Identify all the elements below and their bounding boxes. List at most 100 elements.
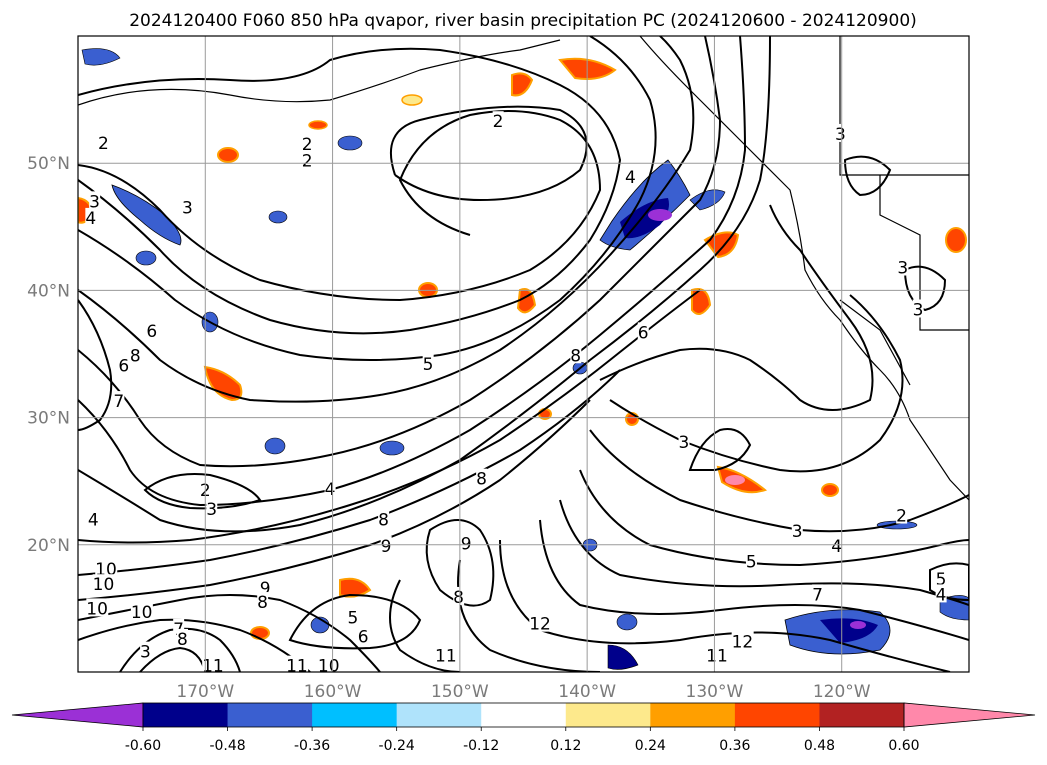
contour-label: 3 xyxy=(140,643,151,663)
contour-label-bg xyxy=(146,321,158,340)
colorbar-tick-label: -0.60 xyxy=(125,738,161,754)
contour-label: 8 xyxy=(257,593,268,613)
map-background xyxy=(78,36,969,672)
contour-label: 4 xyxy=(625,168,636,188)
contour-label: 11 xyxy=(286,657,308,677)
coastlines xyxy=(78,36,969,501)
contour-label: 12 xyxy=(732,632,754,652)
contour-label-bg xyxy=(317,655,340,672)
contour-label-bg xyxy=(637,322,649,341)
contour-label: 3 xyxy=(206,500,217,520)
contour-label-bg xyxy=(745,551,757,570)
contour-label-bg xyxy=(731,631,754,650)
contour-label-bg xyxy=(357,626,369,645)
contour-label-bg xyxy=(570,345,582,364)
contour-label: 8 xyxy=(130,346,141,366)
contour-label: 2 xyxy=(98,134,109,154)
contour-label-bg xyxy=(176,628,188,647)
contour-label-bg xyxy=(182,197,194,216)
contour-label-bg xyxy=(301,134,313,153)
colorbar-extend-low xyxy=(11,702,144,728)
contour-label-bg xyxy=(87,509,99,528)
contour-label-bg xyxy=(492,111,504,130)
colorbar-tick-label: -0.48 xyxy=(209,738,245,754)
colorbar-bin xyxy=(650,703,736,727)
contour-label: 9 xyxy=(381,537,392,557)
precip-anomaly-fill xyxy=(78,48,969,670)
contour-label-bg xyxy=(130,602,153,621)
contour-label: 8 xyxy=(476,470,487,490)
contour-label-bg xyxy=(89,191,101,210)
contour-label: 10 xyxy=(318,657,340,677)
contour-label: 4 xyxy=(831,537,842,557)
contour-label: 10 xyxy=(131,603,153,623)
contour-label-bg xyxy=(118,355,130,374)
contour-label: 11 xyxy=(202,657,224,677)
contour-label: 8 xyxy=(378,510,389,530)
colorbar-tick-label: 0.36 xyxy=(719,738,750,754)
contour-label-bg xyxy=(301,150,313,169)
contour-label-bg xyxy=(286,655,309,672)
contour-label-bg xyxy=(85,207,97,226)
colorbar-bin xyxy=(565,703,651,727)
contour-label-bg xyxy=(92,574,115,593)
contour-label-bg xyxy=(324,478,336,497)
contour-label: 3 xyxy=(913,300,924,320)
colorbar-tick-label: 0.60 xyxy=(888,738,919,754)
contour-label: 6 xyxy=(358,627,369,647)
colorbar-tick-label: -0.12 xyxy=(463,738,499,754)
contour-label: 2 xyxy=(493,112,504,132)
contour-label: 11 xyxy=(706,646,728,666)
contour-label-bg xyxy=(98,132,110,151)
contour-label: 5 xyxy=(936,570,947,590)
lon-tick-label: 160°W xyxy=(304,682,362,702)
contour-label-bg xyxy=(678,431,690,450)
lat-tick-label: 30°N xyxy=(27,409,70,429)
map-frame xyxy=(77,35,970,673)
contour-label: 4 xyxy=(88,510,99,530)
contour-label-bg xyxy=(476,468,488,487)
latitude-labels: 50°N 40°N 30°N 20°N xyxy=(27,154,70,556)
contour-label: 11 xyxy=(435,646,457,666)
contour-label-bg xyxy=(706,645,729,664)
contour-label-bg xyxy=(935,569,947,588)
colorbar-tick-label: -0.36 xyxy=(294,738,330,754)
colorbar: -0.60 -0.48 -0.36 -0.24 -0.12 0.12 0.24 0.36 0.4… xyxy=(11,702,1036,754)
contour-label-bg xyxy=(460,533,472,552)
contour-label: 8 xyxy=(570,346,581,366)
colorbar-bin xyxy=(481,703,567,727)
contour-label-bg xyxy=(529,613,552,632)
lat-tick-label: 50°N xyxy=(27,154,70,174)
lon-tick-label: 150°W xyxy=(431,682,489,702)
contour-label-bg xyxy=(935,584,947,603)
contour-label-bg xyxy=(897,257,909,276)
contour-label: 5 xyxy=(348,608,359,628)
qvapor-contours xyxy=(78,36,969,672)
contour-label-bg xyxy=(202,655,225,672)
contour-label: 2 xyxy=(302,152,313,172)
lon-tick-label: 120°W xyxy=(813,682,871,702)
contour-label: 7 xyxy=(812,585,823,605)
contour-label-bg xyxy=(206,499,218,518)
lat-tick-label: 20°N xyxy=(27,536,70,556)
contour-label: 9 xyxy=(260,579,271,599)
contour-label-bg xyxy=(86,598,109,617)
contour-label: 10 xyxy=(93,575,115,595)
contour-label: 4 xyxy=(936,585,947,605)
contour-label: 5 xyxy=(746,552,757,572)
contour-label-bg xyxy=(129,345,141,364)
colorbar-bin xyxy=(143,703,229,727)
contour-label-bg xyxy=(173,618,185,637)
contour-label: 5 xyxy=(423,355,434,375)
contour-label: 6 xyxy=(146,322,157,342)
contour-label: 12 xyxy=(529,615,551,635)
contour-label: 4 xyxy=(85,209,96,229)
contour-label: 6 xyxy=(638,323,649,343)
contour-label-bg xyxy=(140,641,152,660)
colorbar-tick-label: 0.12 xyxy=(550,738,581,754)
contour-label: 2 xyxy=(896,507,907,527)
contour-label-bg xyxy=(95,558,118,577)
contour-label: 2 xyxy=(302,135,313,155)
contour-label-bg xyxy=(259,578,271,597)
